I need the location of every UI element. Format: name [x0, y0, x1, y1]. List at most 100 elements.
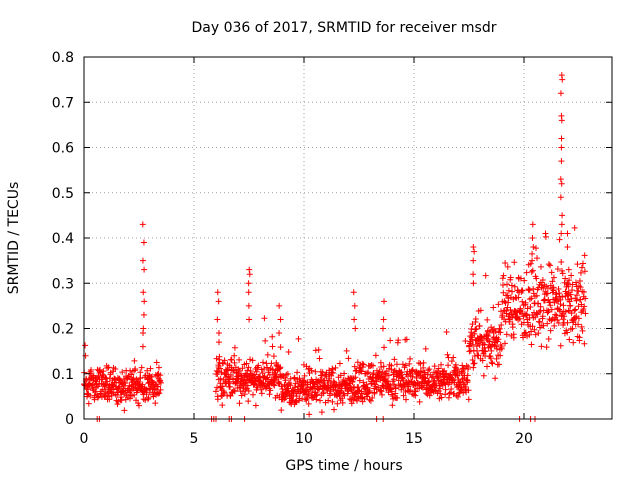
data-point [490, 304, 497, 311]
data-point [378, 364, 385, 371]
data-point [558, 259, 565, 266]
spike-point [381, 298, 388, 305]
data-point [523, 312, 530, 319]
data-point [379, 382, 386, 389]
data-point [542, 233, 549, 240]
data-point [328, 369, 335, 376]
data-point [145, 394, 152, 401]
data-point [413, 375, 420, 382]
data-point [504, 281, 511, 288]
data-point [523, 269, 530, 276]
data-point [318, 409, 325, 416]
data-point [155, 364, 162, 371]
data-point [351, 363, 358, 370]
data-point [559, 293, 566, 300]
data-point [521, 277, 528, 284]
data-point [535, 330, 542, 337]
data-point [247, 356, 254, 363]
data-point [465, 363, 472, 370]
data-point [575, 315, 582, 322]
data-point [551, 322, 558, 329]
spike-point [139, 343, 146, 350]
data-point [519, 298, 526, 305]
data-point [263, 360, 270, 367]
data-point [420, 359, 427, 366]
data-point [537, 303, 544, 310]
data-point [438, 394, 445, 401]
data-point [312, 347, 319, 354]
data-point [239, 365, 246, 372]
data-point [106, 396, 113, 403]
data-point [231, 388, 238, 395]
data-point [228, 356, 235, 363]
data-point [444, 351, 451, 358]
data-point [269, 333, 276, 340]
data-point [492, 328, 499, 335]
data-point [381, 344, 388, 351]
data-point [305, 366, 312, 373]
data-point [561, 313, 568, 320]
y-axis-title: SRMTID / TECUs [6, 182, 22, 295]
data-point [281, 382, 288, 389]
data-point [92, 388, 99, 395]
data-point [363, 381, 370, 388]
data-point [516, 315, 523, 322]
data-point [556, 293, 563, 300]
data-point [360, 361, 367, 368]
data-point [126, 386, 133, 393]
data-point [496, 361, 503, 368]
data-point [553, 312, 560, 319]
data-point [243, 360, 250, 367]
data-point [100, 368, 107, 375]
data-point [308, 367, 315, 374]
data-point [331, 406, 338, 413]
data-point [352, 374, 359, 381]
spike-point [245, 280, 252, 287]
data-point [267, 387, 274, 394]
data-point [357, 367, 364, 374]
spike-point [246, 271, 253, 278]
data-point [284, 370, 291, 377]
data-point [504, 292, 511, 299]
data-point [488, 359, 495, 366]
y-tick-label: 0.4 [52, 231, 74, 247]
data-point [422, 375, 429, 382]
data-point [526, 296, 533, 303]
data-point [539, 313, 546, 320]
data-point [330, 378, 337, 385]
data-point [445, 394, 452, 401]
spike-point [140, 311, 147, 318]
data-point [227, 371, 234, 378]
data-point [457, 379, 464, 386]
data-point [221, 389, 228, 396]
spike-point [350, 289, 357, 296]
data-point [500, 272, 507, 279]
data-point [407, 387, 414, 394]
data-point [431, 363, 438, 370]
spike-point [276, 302, 283, 309]
data-point [326, 392, 333, 399]
data-point [553, 291, 560, 298]
data-point [582, 295, 589, 302]
spike-point [565, 289, 572, 296]
data-point [215, 364, 222, 371]
data-point [376, 368, 383, 375]
data-point [528, 295, 535, 302]
y-tick-label: 0.2 [52, 322, 74, 338]
spike-point [470, 257, 477, 264]
data-point [472, 316, 479, 323]
data-point [460, 369, 467, 376]
spike-point [352, 325, 359, 332]
data-point [499, 312, 506, 319]
data-point [282, 377, 289, 384]
data-point [523, 311, 530, 318]
data-point [300, 361, 307, 368]
data-point [435, 365, 442, 372]
data-point [95, 372, 102, 379]
data-point [532, 331, 539, 338]
data-point [507, 306, 514, 313]
data-point [426, 366, 433, 373]
data-point [580, 288, 587, 295]
data-point [533, 292, 540, 299]
spike-point [246, 316, 253, 323]
